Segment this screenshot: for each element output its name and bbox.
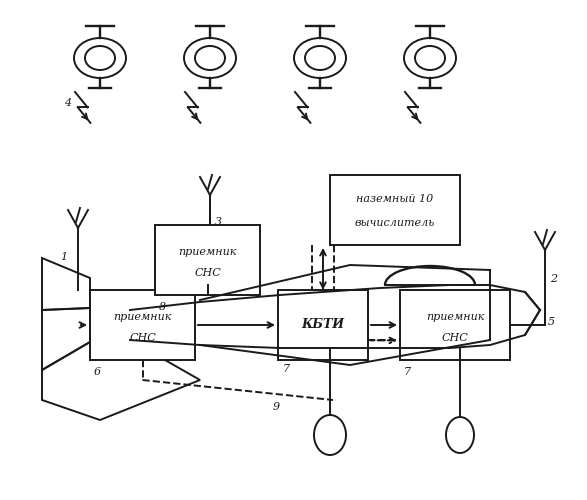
- Bar: [400, 290, 510, 360]
- Text: вычислитель: вычислитель: [355, 218, 435, 228]
- Text: СНС: СНС: [194, 268, 221, 278]
- Text: 4: 4: [64, 98, 71, 108]
- Text: 9: 9: [273, 402, 280, 412]
- Text: наземный 10: наземный 10: [356, 194, 434, 204]
- Bar: [278, 290, 368, 360]
- Text: 8: 8: [159, 302, 166, 312]
- Text: СНС: СНС: [441, 332, 468, 342]
- Bar: [155, 225, 260, 295]
- Text: КБТИ: КБТИ: [302, 318, 345, 332]
- Bar: [330, 175, 460, 245]
- Text: 2: 2: [550, 274, 557, 284]
- Text: СНС: СНС: [129, 332, 156, 342]
- Text: 5: 5: [548, 317, 555, 327]
- Text: 3: 3: [215, 217, 222, 227]
- Text: приемник: приемник: [178, 246, 237, 256]
- Text: 1: 1: [60, 252, 67, 262]
- Text: 6: 6: [94, 367, 101, 377]
- Text: 7: 7: [404, 367, 411, 377]
- Text: приемник: приемник: [113, 312, 171, 322]
- Text: 7: 7: [283, 364, 290, 374]
- Bar: [90, 290, 195, 360]
- Text: приемник: приемник: [426, 312, 484, 322]
